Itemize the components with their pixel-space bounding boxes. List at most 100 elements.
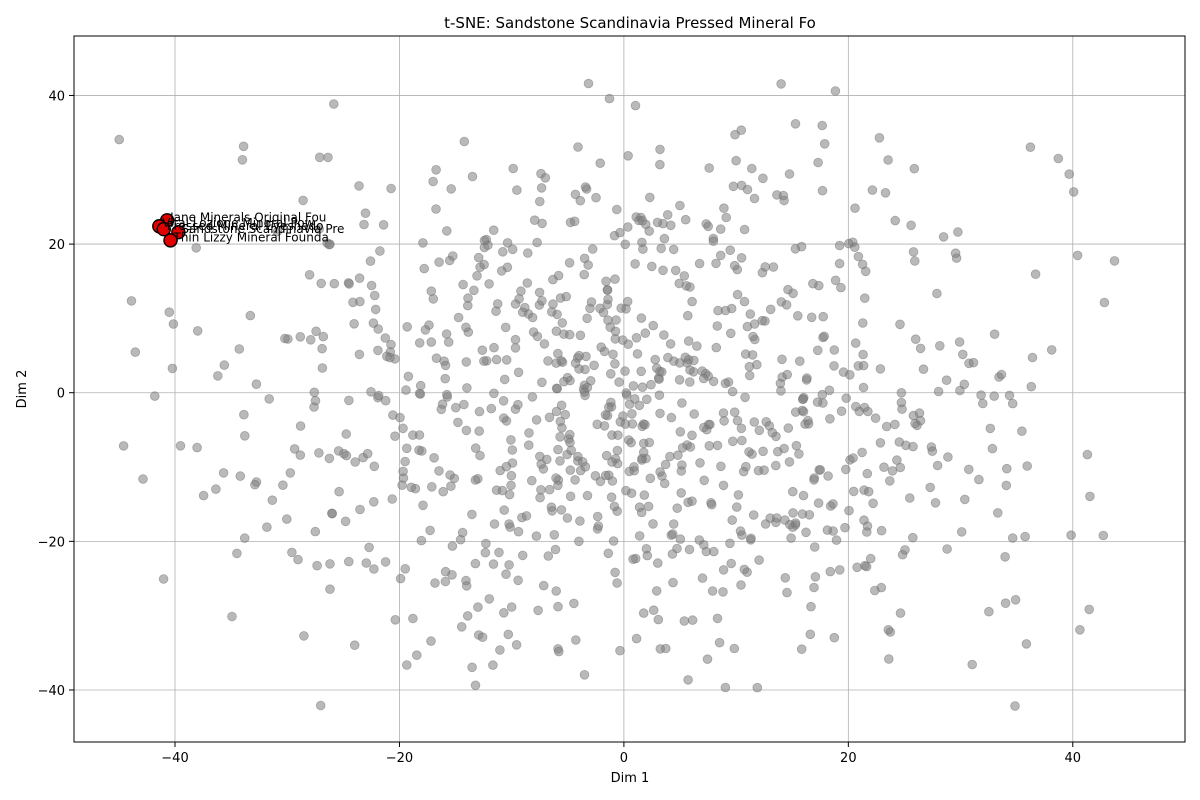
background-point bbox=[456, 621, 467, 632]
background-point bbox=[817, 389, 828, 400]
background-point bbox=[395, 573, 406, 584]
background-point bbox=[604, 93, 615, 104]
background-point bbox=[314, 224, 325, 234]
background-point bbox=[575, 330, 586, 341]
background-point bbox=[580, 182, 591, 192]
background-point bbox=[583, 260, 593, 270]
background-point bbox=[758, 173, 768, 184]
background-point bbox=[704, 163, 714, 173]
background-point bbox=[950, 248, 961, 259]
background-point bbox=[632, 349, 643, 359]
background-point bbox=[848, 486, 859, 497]
background-point bbox=[682, 310, 693, 321]
background-point bbox=[718, 587, 728, 597]
background-point bbox=[828, 499, 838, 509]
background-point bbox=[932, 288, 942, 299]
background-point bbox=[299, 631, 309, 641]
background-point bbox=[644, 437, 655, 448]
background-point bbox=[813, 498, 824, 508]
background-point bbox=[281, 514, 292, 524]
background-point bbox=[1068, 187, 1079, 197]
background-point bbox=[484, 594, 495, 604]
background-point bbox=[718, 408, 729, 418]
background-point bbox=[602, 285, 613, 295]
background-point bbox=[906, 220, 916, 231]
background-point bbox=[794, 449, 804, 459]
background-point bbox=[711, 258, 721, 269]
background-point bbox=[498, 607, 509, 618]
background-point bbox=[725, 245, 735, 256]
background-point bbox=[819, 139, 830, 149]
background-point bbox=[238, 141, 249, 152]
background-point bbox=[908, 410, 919, 421]
background-point bbox=[857, 318, 868, 328]
y-tick-label: 0 bbox=[57, 387, 65, 402]
background-point bbox=[748, 510, 759, 520]
background-point bbox=[516, 286, 526, 296]
background-point bbox=[642, 550, 653, 561]
background-point bbox=[536, 183, 547, 193]
background-point bbox=[887, 466, 898, 476]
background-point bbox=[727, 436, 738, 447]
background-point bbox=[565, 491, 576, 502]
background-point bbox=[318, 331, 329, 342]
background-point bbox=[676, 466, 687, 476]
background-point bbox=[683, 336, 694, 346]
background-point bbox=[715, 250, 726, 261]
background-point bbox=[796, 241, 807, 252]
background-point bbox=[634, 400, 645, 411]
background-point bbox=[749, 319, 760, 329]
background-point bbox=[272, 226, 283, 237]
background-point bbox=[546, 307, 557, 317]
background-point bbox=[461, 322, 471, 333]
background-point bbox=[564, 329, 575, 340]
background-point bbox=[438, 486, 449, 497]
background-point bbox=[343, 556, 354, 567]
background-point bbox=[262, 522, 272, 532]
background-point bbox=[733, 490, 744, 500]
background-point bbox=[652, 558, 663, 568]
background-point bbox=[695, 458, 705, 468]
background-point bbox=[561, 291, 571, 302]
background-point bbox=[943, 452, 953, 462]
background-point bbox=[310, 526, 321, 537]
background-point bbox=[658, 265, 668, 276]
background-point bbox=[667, 549, 678, 559]
background-point bbox=[752, 682, 763, 693]
background-point bbox=[605, 368, 616, 379]
background-point bbox=[788, 288, 798, 299]
background-point bbox=[548, 299, 558, 309]
background-point bbox=[512, 185, 522, 195]
background-point bbox=[380, 557, 391, 567]
background-point bbox=[560, 409, 570, 420]
background-point bbox=[400, 563, 411, 574]
background-point bbox=[630, 100, 641, 111]
background-point bbox=[590, 470, 601, 481]
background-point bbox=[646, 379, 656, 390]
background-point bbox=[620, 366, 630, 376]
background-point bbox=[822, 525, 833, 535]
background-point bbox=[565, 465, 576, 475]
background-point bbox=[418, 500, 428, 511]
background-point bbox=[450, 402, 461, 413]
x-tick-label: 0 bbox=[620, 751, 628, 766]
background-point bbox=[538, 580, 549, 591]
y-tick-label: −20 bbox=[38, 535, 65, 550]
background-point bbox=[150, 391, 160, 401]
background-point bbox=[667, 529, 678, 539]
background-point bbox=[984, 606, 994, 617]
background-point bbox=[309, 387, 320, 398]
background-point bbox=[479, 235, 490, 246]
background-point bbox=[776, 79, 786, 89]
background-point bbox=[858, 349, 868, 360]
background-point bbox=[613, 430, 623, 441]
point-label: Pressed Mineral Eyeshado bbox=[167, 219, 324, 233]
background-point bbox=[480, 547, 491, 558]
background-point bbox=[663, 352, 673, 363]
background-point bbox=[651, 363, 662, 373]
background-point bbox=[746, 533, 756, 544]
background-point bbox=[551, 406, 562, 417]
background-point bbox=[675, 426, 686, 437]
background-point bbox=[834, 240, 845, 251]
background-point bbox=[373, 345, 383, 356]
